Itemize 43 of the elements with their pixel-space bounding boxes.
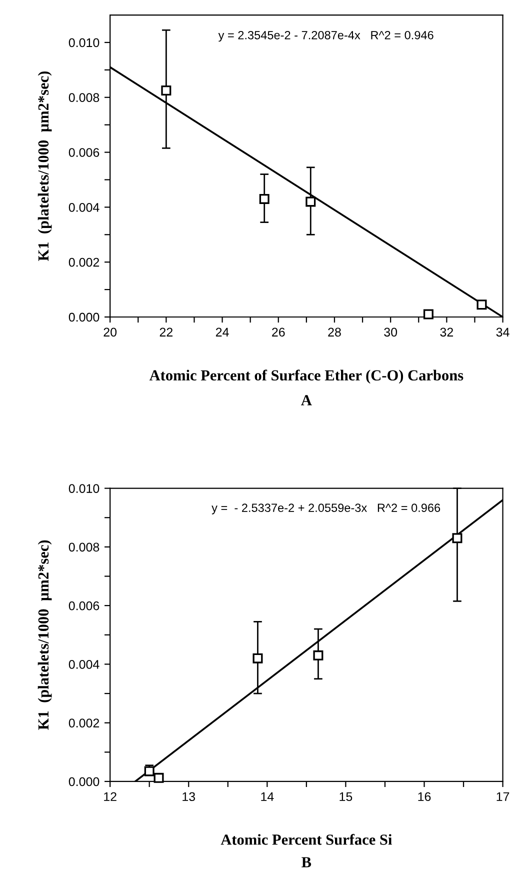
point — [476, 300, 487, 310]
x-tick-label: 34 — [496, 328, 510, 337]
point — [423, 309, 434, 320]
x-axis-title: Atomic Percent of Surface Ether (C-O) Carbons — [149, 370, 464, 384]
y-tick-label: 0.010 — [68, 484, 100, 493]
x-tick-label: 30 — [384, 328, 398, 337]
x-tick-label: 22 — [160, 328, 173, 336]
y-tick-label: 0.002 — [68, 258, 100, 267]
x-tick-label: 12 — [104, 792, 116, 801]
y-axis-title: K1 (platelets/1000 µm2*sec) — [38, 71, 52, 261]
y-tick-label: 0.006 — [68, 148, 100, 157]
text: A — [301, 395, 312, 406]
x-tick-label: 17 — [496, 792, 510, 801]
x-tick-label: 14 — [261, 792, 274, 801]
y-tick-label: 0.004 — [68, 202, 100, 212]
y-tick-label: 0.008 — [68, 93, 100, 102]
point — [154, 772, 164, 783]
y-tick-label: 0.010 — [68, 38, 100, 48]
x-tick-label: 20 — [104, 328, 117, 337]
y-tick-label: 0.008 — [68, 542, 100, 552]
y-tick-label: 0.000 — [68, 777, 100, 786]
y-tick-label: 0.002 — [68, 718, 100, 728]
annotation: y = 2.3545e-2 - 7.2087e-4x R^2 = 0.946 — [218, 30, 434, 42]
y-tick-label: 0.000 — [68, 312, 100, 322]
point — [306, 196, 316, 207]
point — [259, 194, 270, 204]
annotation: y = - 2.5337e-2 + 2.0559e-3x R^2 = 0.966 — [212, 504, 440, 514]
point — [313, 650, 324, 660]
point — [161, 86, 172, 96]
x-tick-label: 16 — [418, 792, 431, 802]
x-axis-title: Atomic Percent Surface Si — [220, 834, 392, 845]
text: B — [302, 857, 312, 868]
x-tick-label: 28 — [328, 328, 341, 337]
point — [252, 653, 263, 664]
x-tick-label: 24 — [216, 328, 229, 336]
x-tick-label: 15 — [340, 792, 352, 802]
x-tick-label: 26 — [272, 328, 285, 337]
y-axis-title: K1 (platelets/1000 µm2*sec) — [38, 540, 52, 730]
y-tick-label: 0.004 — [68, 660, 100, 669]
x-tick-label: 13 — [182, 792, 196, 802]
y-tick-label: 0.006 — [68, 601, 100, 610]
point — [452, 533, 462, 544]
x-tick-label: 32 — [440, 328, 454, 337]
